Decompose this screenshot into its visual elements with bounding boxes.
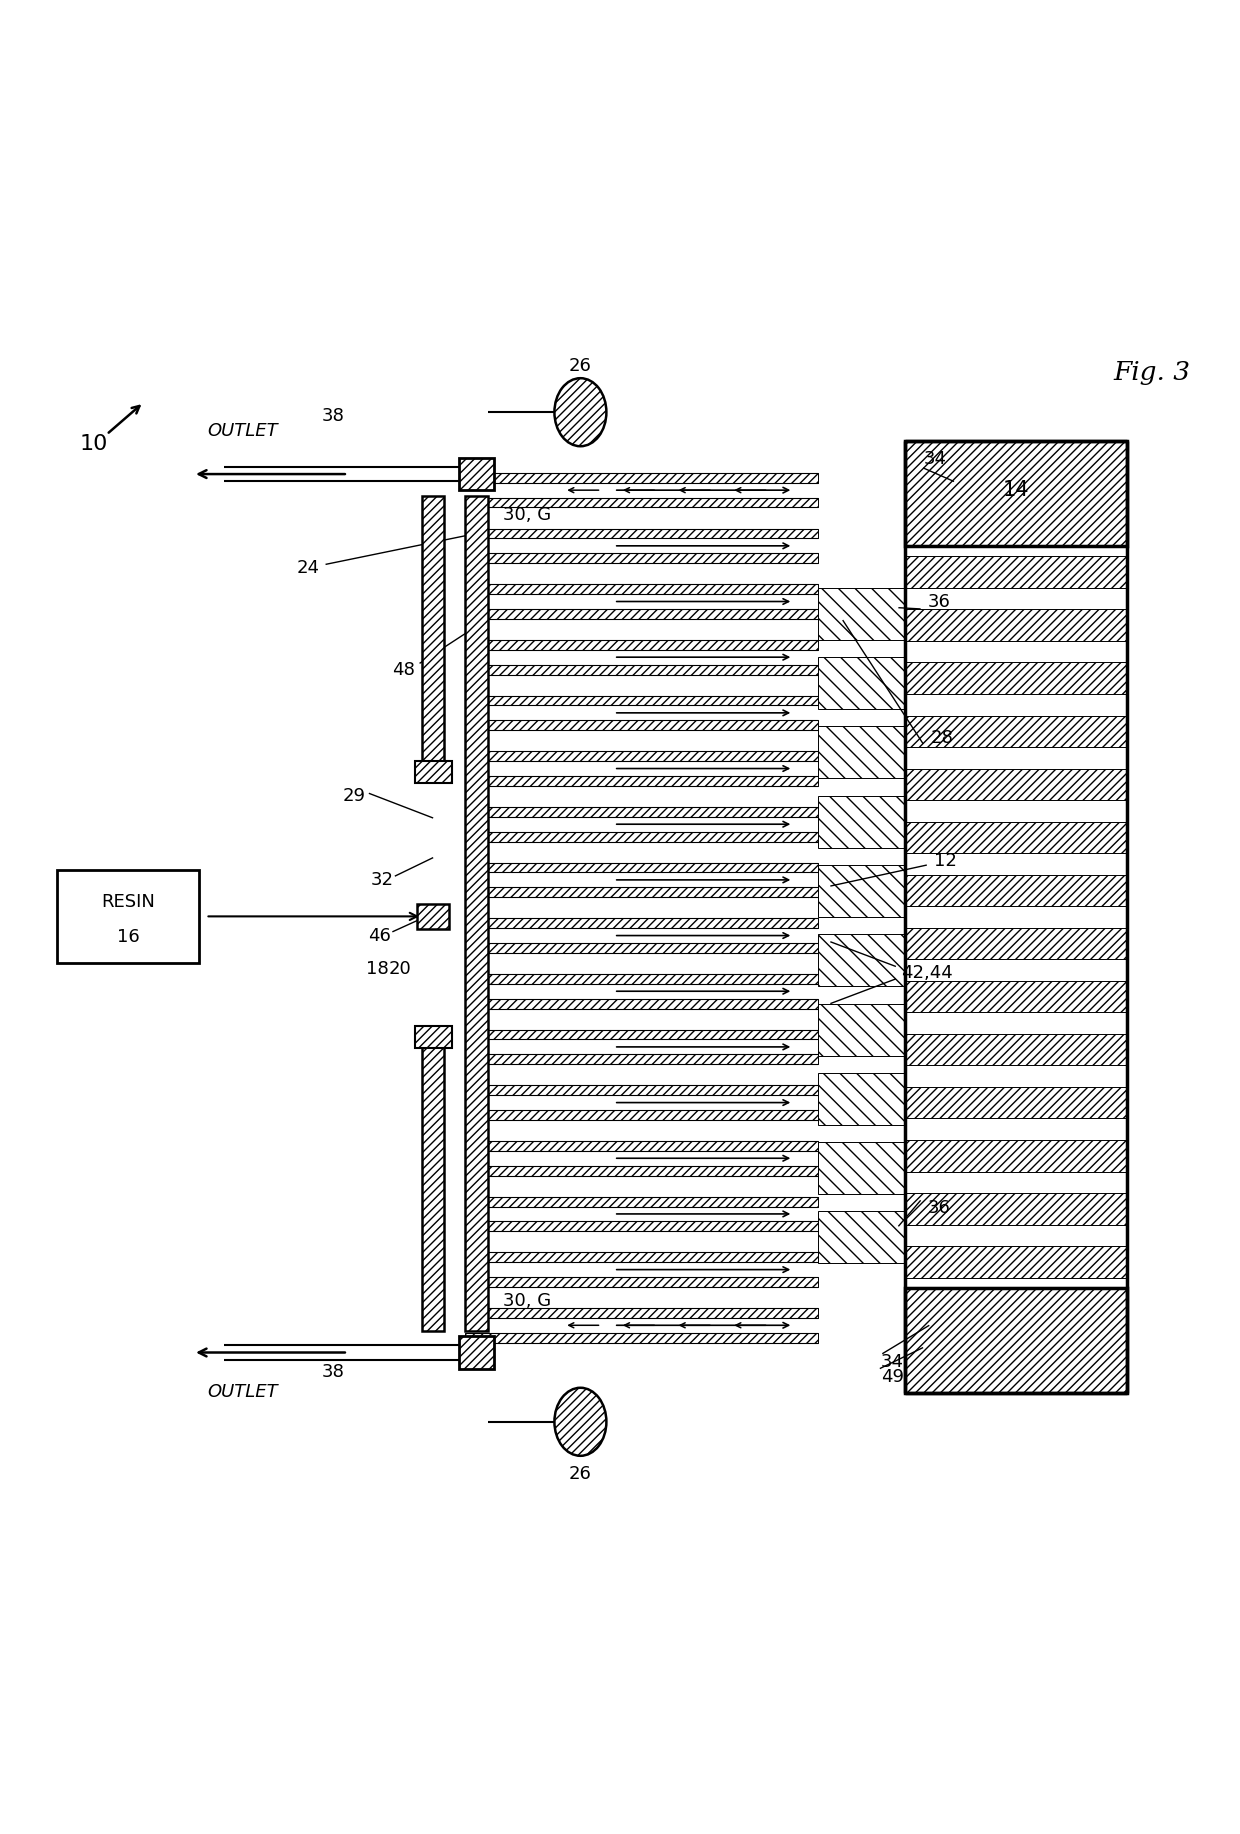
Bar xyxy=(414,1025,451,1049)
Text: 30, G: 30, G xyxy=(503,1291,552,1309)
Bar xyxy=(465,664,818,675)
Bar xyxy=(818,1073,904,1124)
Text: 18: 18 xyxy=(366,959,389,978)
Text: 49: 49 xyxy=(880,1368,904,1387)
Text: 34: 34 xyxy=(924,449,947,468)
Bar xyxy=(465,776,818,785)
Bar xyxy=(422,1040,444,1331)
Text: 38: 38 xyxy=(321,1363,345,1381)
Bar xyxy=(904,609,1127,642)
Bar xyxy=(465,943,818,954)
Bar xyxy=(465,807,818,816)
Bar xyxy=(465,609,818,618)
Bar xyxy=(465,554,818,563)
Bar xyxy=(465,1029,818,1040)
Bar xyxy=(465,585,818,594)
Bar xyxy=(904,556,1127,589)
Bar xyxy=(465,695,818,706)
Text: 36: 36 xyxy=(928,592,951,611)
Text: OUTLET: OUTLET xyxy=(207,1383,278,1401)
Bar xyxy=(904,715,1127,746)
Bar xyxy=(904,440,1127,547)
Text: 16: 16 xyxy=(117,928,140,946)
Text: 12: 12 xyxy=(934,853,957,871)
Bar xyxy=(465,497,487,1331)
Bar xyxy=(904,1088,1127,1119)
Bar xyxy=(465,1141,818,1152)
Bar xyxy=(459,458,494,490)
Bar xyxy=(465,888,818,897)
Text: 28: 28 xyxy=(930,728,954,746)
Bar xyxy=(904,1034,1127,1066)
Bar xyxy=(818,1212,904,1264)
Bar xyxy=(904,822,1127,853)
Bar xyxy=(904,875,1127,906)
Bar xyxy=(465,1308,818,1319)
Text: 24: 24 xyxy=(296,559,320,578)
Bar xyxy=(465,640,818,649)
Bar xyxy=(465,497,818,508)
Bar xyxy=(818,589,904,640)
Text: 26: 26 xyxy=(569,1465,591,1482)
Bar xyxy=(465,831,818,842)
Text: 20: 20 xyxy=(388,959,412,978)
Text: 26: 26 xyxy=(569,358,591,376)
Bar xyxy=(465,721,818,730)
Bar xyxy=(414,761,451,783)
Text: 36: 36 xyxy=(928,1199,951,1216)
Bar xyxy=(465,1221,818,1231)
Bar xyxy=(459,1337,494,1368)
Text: 34: 34 xyxy=(880,1353,904,1372)
Bar xyxy=(465,1276,818,1287)
Bar xyxy=(818,866,904,917)
Bar xyxy=(904,1139,1127,1172)
Bar xyxy=(465,862,818,873)
Bar xyxy=(465,974,818,983)
Text: 46: 46 xyxy=(368,926,392,945)
Bar xyxy=(904,981,1127,1012)
Text: 14: 14 xyxy=(1003,481,1029,501)
Bar xyxy=(417,904,449,928)
Text: OUTLET: OUTLET xyxy=(207,422,278,440)
Ellipse shape xyxy=(554,1388,606,1456)
Bar xyxy=(818,796,904,847)
Text: 29: 29 xyxy=(342,787,366,805)
Text: Fig. 3: Fig. 3 xyxy=(1114,359,1190,385)
Bar xyxy=(422,497,444,768)
Text: 10: 10 xyxy=(81,435,108,455)
Bar xyxy=(465,473,818,482)
Bar xyxy=(465,919,818,928)
Bar xyxy=(465,1086,818,1095)
Bar xyxy=(904,1287,1127,1394)
Bar xyxy=(465,1196,818,1207)
Bar xyxy=(465,528,818,539)
Bar xyxy=(818,1003,904,1056)
Text: 42,44: 42,44 xyxy=(901,963,952,981)
Text: 38: 38 xyxy=(321,407,345,425)
Bar xyxy=(904,1192,1127,1225)
Ellipse shape xyxy=(554,378,606,446)
Bar xyxy=(904,662,1127,695)
Bar xyxy=(465,1000,818,1009)
Bar xyxy=(818,934,904,987)
Bar xyxy=(818,1143,904,1194)
Bar xyxy=(818,657,904,710)
Bar xyxy=(904,768,1127,800)
Text: 32: 32 xyxy=(371,871,394,889)
Bar xyxy=(904,1245,1127,1278)
Bar xyxy=(465,1253,818,1262)
Text: 48: 48 xyxy=(392,660,415,679)
Text: 30, G: 30, G xyxy=(503,506,552,525)
Text: RESIN: RESIN xyxy=(102,893,155,911)
Bar xyxy=(465,1333,818,1342)
Bar xyxy=(465,1055,818,1064)
Bar xyxy=(465,1166,818,1176)
Bar xyxy=(818,726,904,778)
Bar xyxy=(465,1110,818,1121)
Bar xyxy=(57,869,200,963)
Bar xyxy=(465,752,818,761)
Bar xyxy=(904,928,1127,959)
